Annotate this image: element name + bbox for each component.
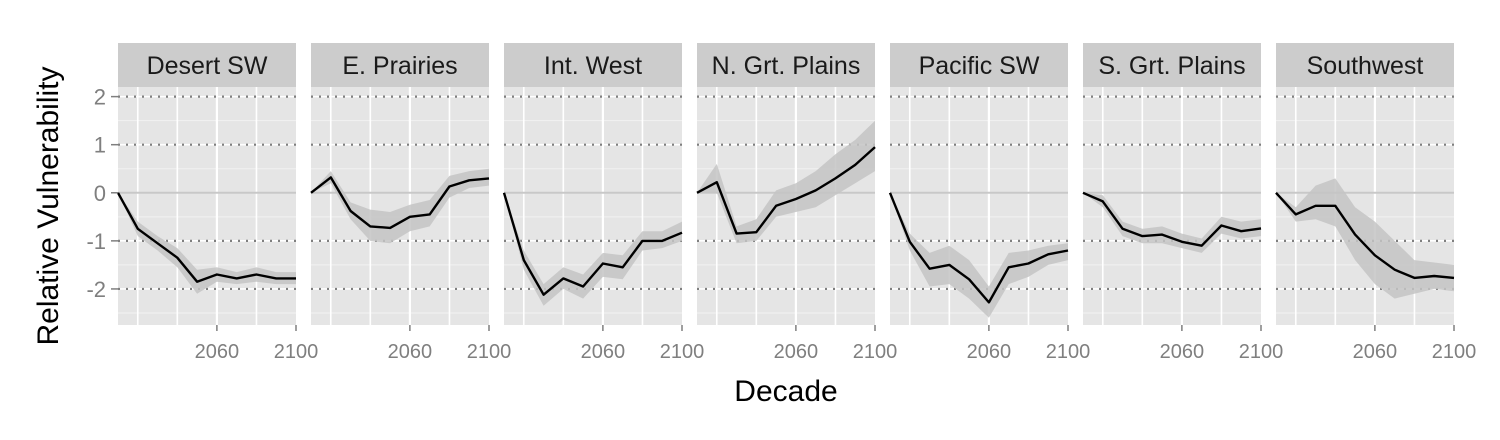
y-tick-label: 2 [94, 85, 106, 110]
series-line [116, 192, 296, 283]
facet-panel: E. Prairies 2060 2100 [310, 43, 512, 363]
series-line [1275, 191, 1455, 280]
panel-background [311, 87, 489, 325]
facet-label: Int. West [544, 52, 642, 80]
y-tick-label: 0 [94, 181, 106, 206]
x-tick-label: 2100 [1432, 341, 1477, 363]
x-tick-label: 2100 [1046, 341, 1091, 363]
x-tick-label: 2060 [195, 341, 240, 363]
facet-label: N. Grt. Plains [712, 52, 861, 80]
facet-label: Desert SW [147, 52, 268, 80]
facet-strip [1276, 43, 1454, 87]
facet-panel: Desert SW 2060 2100 [116, 43, 319, 363]
uncertainty-band [697, 120, 875, 244]
series-line [888, 192, 1069, 304]
uncertainty-band [1083, 192, 1261, 253]
series-line [1082, 191, 1262, 247]
x-tick-label: 2100 [1239, 341, 1284, 363]
uncertainty-band [311, 168, 489, 244]
series-line [502, 192, 683, 296]
facet-strip [311, 43, 489, 87]
facet-panel: Int. West 2060 2100 [502, 43, 705, 363]
facet-strip [118, 43, 296, 87]
facet-strip [504, 43, 682, 87]
y-axis: -2 -1 0 1 2 [86, 85, 118, 302]
x-tick-label: 2100 [853, 341, 898, 363]
y-tick-label: 1 [94, 133, 106, 158]
uncertainty-band [118, 192, 296, 294]
y-tick-label: -2 [86, 277, 106, 302]
series-line [310, 176, 490, 230]
x-tick-label: 2060 [1160, 341, 1205, 363]
x-tick-label: 2060 [774, 341, 819, 363]
facet-strip [697, 43, 875, 87]
facet-label: E. Prairies [342, 52, 457, 80]
facet-panel: N. Grt. Plains 2060 2100 [696, 43, 898, 363]
x-tick-label: 2100 [660, 341, 705, 363]
x-tick-label: 2100 [467, 341, 512, 363]
x-tick-label: 2060 [967, 341, 1012, 363]
x-tick-label: 2060 [1353, 341, 1398, 363]
y-tick-label: -1 [86, 229, 106, 254]
x-axis-title: Decade [734, 375, 837, 408]
facet-label: S. Grt. Plains [1098, 52, 1245, 80]
uncertainty-band [890, 192, 1068, 318]
facet-label: Southwest [1307, 52, 1424, 80]
facet-strip [1083, 43, 1261, 87]
x-tick-label: 2060 [581, 341, 626, 363]
x-tick-label: 2060 [388, 341, 433, 363]
y-axis-title: Relative Vulnerability [32, 66, 65, 345]
facet-strip [890, 43, 1068, 87]
facet-panel: S. Grt. Plains 2060 2100 [1082, 43, 1284, 363]
facet-panel: Pacific SW 2060 2100 [888, 43, 1091, 363]
x-tick-label: 2100 [274, 341, 319, 363]
series-line [696, 146, 876, 235]
facet-panel: Southwest 2060 2100 [1275, 43, 1477, 363]
uncertainty-band [1276, 178, 1454, 299]
facet-label: Pacific SW [919, 52, 1040, 80]
panel-background [1083, 87, 1261, 325]
uncertainty-band [504, 192, 682, 306]
